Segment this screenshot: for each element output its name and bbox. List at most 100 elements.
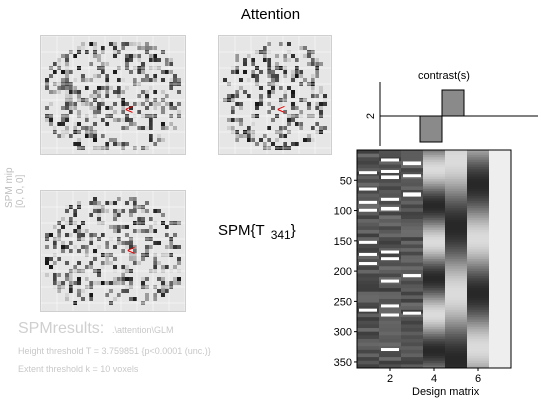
- mip-voxel: [97, 90, 101, 94]
- mip-voxel: [283, 134, 287, 138]
- mip-voxel: [125, 142, 129, 146]
- design-matrix-ytick-label: 350: [334, 357, 352, 369]
- mip-voxel: [153, 106, 157, 110]
- design-matrix-cell: [445, 249, 467, 253]
- mip-voxel: [121, 118, 125, 122]
- mip-voxel: [137, 46, 141, 50]
- mip-voxel: [283, 94, 287, 98]
- mip-voxel: [109, 42, 113, 46]
- mip-voxel: [53, 62, 57, 66]
- design-matrix-cell: [445, 305, 467, 308]
- design-matrix-cell: [379, 262, 401, 267]
- mip-voxel: [263, 46, 267, 50]
- mip-voxel: [311, 138, 315, 142]
- design-matrix-cell: [467, 331, 489, 335]
- design-matrix-cell: [379, 324, 401, 329]
- design-matrix-cell: [467, 261, 489, 265]
- design-matrix-cell: [423, 268, 445, 272]
- design-matrix-cell: [357, 193, 379, 198]
- mip-voxel: [113, 102, 117, 106]
- mip-voxel: [65, 273, 69, 277]
- design-matrix-cell: [467, 157, 489, 161]
- design-matrix-cell: [423, 237, 445, 241]
- design-matrix-cell: [423, 324, 445, 328]
- design-matrix-cell: [423, 210, 445, 214]
- mip-voxel: [149, 245, 153, 249]
- mip-voxel: [105, 142, 109, 146]
- mip-voxel: [121, 249, 125, 253]
- mip-voxel: [81, 297, 85, 301]
- design-matrix-cell: [379, 226, 401, 231]
- mip-voxel: [45, 106, 49, 110]
- mip-voxel: [299, 110, 303, 114]
- mip-voxel: [267, 62, 271, 66]
- mip-voxel: [73, 142, 77, 146]
- design-matrix-cell: [423, 186, 445, 190]
- design-matrix-cell: [445, 321, 467, 325]
- mip-voxel: [311, 90, 315, 94]
- mip-voxel: [141, 90, 145, 94]
- design-matrix-xtick-label: 6: [475, 373, 481, 385]
- mip-voxel: [141, 62, 145, 66]
- mip-voxel: [69, 233, 73, 237]
- design-matrix-cell: [467, 171, 489, 175]
- design-matrix-cell: [423, 363, 445, 367]
- design-matrix-cell: [445, 312, 467, 316]
- design-matrix-cell: [467, 154, 489, 158]
- design-matrix-cell: [445, 351, 467, 354]
- design-matrix-cell: [467, 256, 489, 260]
- design-matrix-cell: [423, 285, 445, 289]
- design-matrix-ytick-label: 150: [334, 236, 352, 248]
- mip-voxel: [137, 229, 141, 233]
- mip-voxel: [145, 46, 149, 50]
- mip-voxel: [157, 289, 161, 293]
- mip-voxel: [81, 289, 85, 293]
- mip-voxel: [97, 110, 101, 114]
- mip-voxel: [129, 70, 133, 74]
- design-matrix-cell: [357, 364, 379, 369]
- mip-voxel: [315, 106, 319, 110]
- design-matrix-cell: [423, 251, 445, 255]
- extent-threshold: Extent threshold k = 10 voxels: [18, 364, 139, 374]
- design-matrix-cell: [467, 271, 489, 275]
- mip-voxel: [177, 102, 181, 106]
- mip-voxel: [169, 245, 173, 249]
- mip-voxel: [85, 118, 89, 122]
- design-matrix-cell: [445, 271, 467, 275]
- design-matrix-cell: [445, 341, 467, 345]
- design-matrix-cell: [357, 298, 379, 304]
- mip-voxel: [121, 277, 125, 281]
- mip-voxel: [105, 86, 109, 90]
- design-matrix-cell: [401, 291, 423, 296]
- design-matrix-cell: [445, 227, 467, 231]
- mip-voxel: [89, 78, 93, 82]
- design-matrix-cell: [423, 312, 445, 316]
- mip-voxel: [125, 58, 129, 62]
- mip-voxel: [319, 86, 323, 90]
- mip-voxel: [133, 257, 137, 261]
- mip-voxel: [319, 62, 323, 66]
- mip-caption: SPM mip [0, 0, 0]: [4, 138, 26, 208]
- design-matrix-cell: [423, 351, 445, 354]
- mip-voxel: [109, 138, 113, 142]
- mip-voxel: [113, 277, 117, 281]
- mip-voxel: [165, 281, 169, 285]
- mip-voxel: [149, 122, 153, 126]
- mip-voxel: [287, 42, 291, 46]
- design-matrix-cell: [423, 273, 445, 277]
- mip-voxel: [57, 281, 61, 285]
- design-matrix-cell: [357, 168, 379, 173]
- design-matrix-cell: [423, 317, 445, 321]
- mip-voxel: [125, 42, 129, 46]
- mip-voxel: [141, 46, 145, 50]
- mip-voxel: [295, 58, 299, 62]
- mip-voxel: [283, 142, 287, 146]
- statistic-close: }: [290, 222, 296, 239]
- mip-voxel: [319, 102, 323, 106]
- design-matrix-cell: [445, 205, 467, 209]
- design-matrix-label: Design matrix: [412, 386, 480, 398]
- mip-voxel: [65, 106, 69, 110]
- design-matrix-cell: [445, 360, 467, 364]
- design-matrix-cell: [445, 152, 467, 156]
- design-matrix-ytick-label: 100: [334, 206, 352, 218]
